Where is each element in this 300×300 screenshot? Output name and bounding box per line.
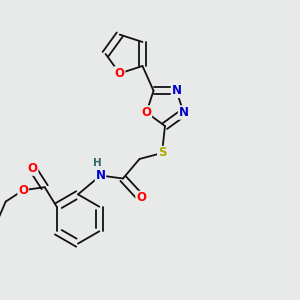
Text: O: O bbox=[18, 184, 28, 197]
Text: S: S bbox=[158, 146, 166, 160]
Text: O: O bbox=[136, 191, 146, 205]
Text: O: O bbox=[115, 67, 125, 80]
Text: N: N bbox=[172, 84, 182, 97]
Text: O: O bbox=[28, 162, 38, 175]
Text: N: N bbox=[178, 106, 188, 119]
Text: N: N bbox=[95, 169, 106, 182]
Text: O: O bbox=[142, 106, 152, 119]
Text: H: H bbox=[93, 158, 102, 168]
